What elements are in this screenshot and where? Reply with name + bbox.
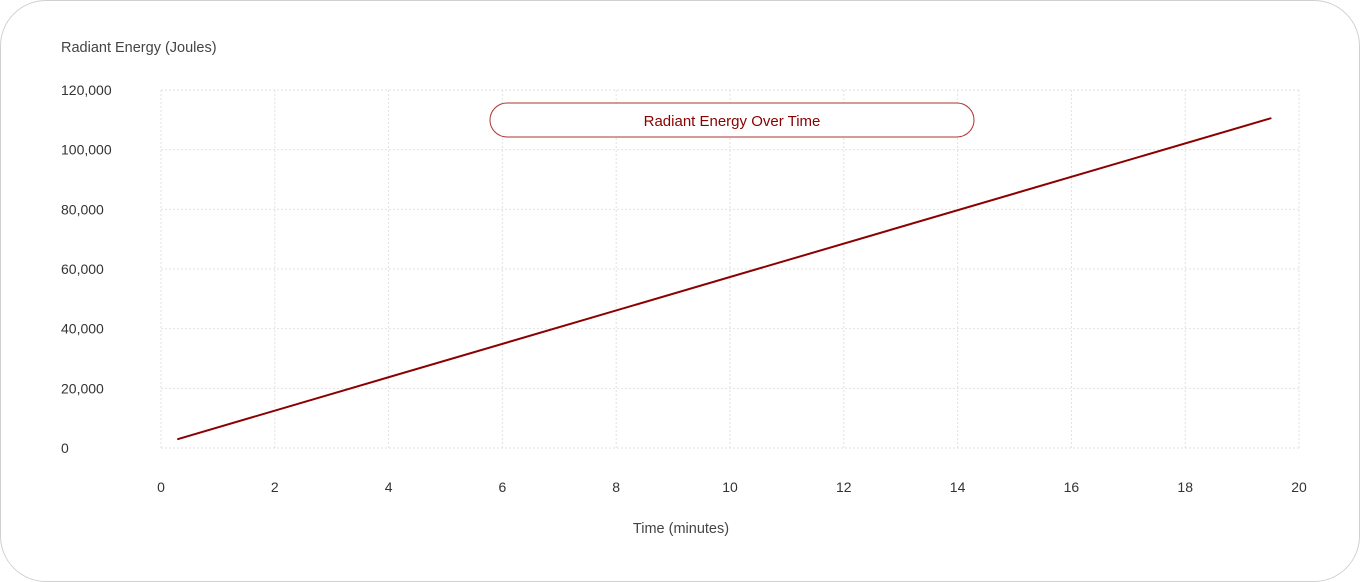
x-tick-label: 16 [1064,479,1080,495]
x-tick-label: 6 [499,479,507,495]
x-tick-label: 20 [1291,479,1307,495]
x-tick-label: 2 [271,479,279,495]
chart-title-border [489,102,975,138]
y-tick-label: 120,000 [61,82,112,98]
y-tick-label: 0 [61,440,69,456]
x-tick-label: 4 [385,479,393,495]
y-tick-label: 80,000 [61,201,104,217]
x-tick-label: 8 [612,479,620,495]
x-tick-label: 12 [836,479,852,495]
series-line [177,117,1272,441]
y-axis-ticks: 0 20,000 40,000 60,000 80,000 100,000 120,000 [61,82,112,456]
x-axis-ticks: 0 2 4 6 8 10 12 14 16 18 20 [157,479,1307,495]
x-axis-label: Time (minutes) [633,521,729,537]
x-tick-label: 14 [950,479,966,495]
x-tick-label: 18 [1177,479,1193,495]
x-tick-label: 10 [722,479,738,495]
series-layer [177,117,1272,441]
chart-title: Radiant Energy Over Time [644,113,821,130]
y-tick-label: 20,000 [61,380,104,396]
y-tick-label: 40,000 [61,321,104,337]
x-tick-label: 0 [157,479,165,495]
chart-title-pill: Radiant Energy Over Time [489,102,975,138]
y-tick-label: 100,000 [61,142,112,158]
y-tick-label: 60,000 [61,261,104,277]
y-axis-label: Radiant Energy (Joules) [61,40,217,56]
